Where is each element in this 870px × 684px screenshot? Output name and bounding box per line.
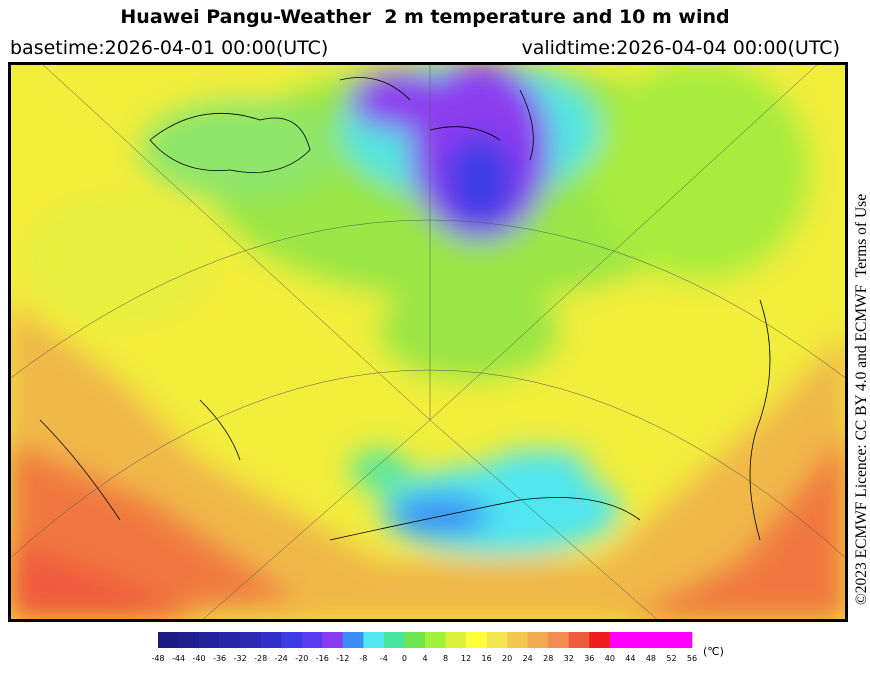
colorbar-segment: [240, 632, 261, 648]
colorbar-segment: [219, 632, 241, 648]
colorbar-tick-label: -24: [275, 654, 288, 663]
colorbar-segment: [589, 632, 611, 648]
colorbar-tick-label: 28: [543, 654, 553, 663]
colorbar-segment: [630, 632, 652, 648]
colorbar-tick-label: 56: [687, 654, 697, 663]
coastlines: [39, 77, 771, 541]
colorbar-segment: [527, 632, 549, 648]
colorbar-tick-label: 36: [584, 654, 594, 663]
colorbar-segment: [548, 632, 570, 648]
colorbar-tick-label: 24: [523, 654, 533, 663]
colorbar-segment: [425, 632, 446, 648]
colorbar-tick-label: 8: [443, 654, 448, 663]
colorbar-segment: [260, 632, 282, 648]
colorbar-tick-label: -28: [254, 654, 267, 663]
colorbar-segment: [178, 632, 200, 648]
colorbar-segment: [281, 632, 303, 648]
title: Huawei Pangu-Weather 2 m temperature and…: [120, 6, 729, 28]
colorbar-segment: [609, 632, 631, 648]
colorbar-segment: [507, 632, 528, 648]
colorbar-segment: [466, 632, 487, 648]
graticule: [8, 62, 848, 622]
colorbar-tick-label: -40: [193, 654, 206, 663]
colorbar-segment: [568, 632, 590, 648]
colorbar-segment: [650, 632, 672, 648]
colorbar-tick-label: 40: [605, 654, 615, 663]
colorbar: -48 -44 -40 -36 -32 -28 -24 -20 -16 -12 -8 -4 0 4 8 12 1…: [151, 632, 697, 663]
colorbar-tick-label: -36: [213, 654, 226, 663]
colorbar-segment: [301, 632, 323, 648]
licence: ©2023 ECMWF Licence: CC BY 4.0 and ECMWF…: [853, 194, 870, 605]
colorbar-tick-label: -16: [316, 654, 329, 663]
map: [8, 62, 848, 622]
validtime: validtime:2026-04-04 00:00(UTC): [521, 37, 840, 59]
colorbar-unit: (℃): [703, 645, 724, 658]
colorbar-segment: [158, 632, 179, 648]
colorbar-tick-label: -20: [295, 654, 308, 663]
colorbar-segment: [383, 632, 405, 648]
colorbar-tick-label: -8: [359, 654, 367, 663]
colorbar-segment: [322, 632, 344, 648]
colorbar-tick-label: -44: [172, 654, 185, 663]
colorbar-tick-label: 32: [564, 654, 574, 663]
basetime: basetime:2026-04-01 00:00(UTC): [10, 37, 328, 59]
colorbar-tick-label: 52: [666, 654, 676, 663]
colorbar-tick-label: -32: [234, 654, 247, 663]
colorbar-tick-label: 44: [625, 654, 635, 663]
colorbar-tick-label: 4: [422, 654, 427, 663]
colorbar-segment: [671, 632, 693, 648]
colorbar-tick-label: -4: [380, 654, 388, 663]
colorbar-segment: [199, 632, 220, 648]
colorbar-tick-label: 48: [646, 654, 656, 663]
colorbar-tick-label: -48: [151, 654, 164, 663]
colorbar-segment: [486, 632, 508, 648]
colorbar-segment: [404, 632, 426, 648]
colorbar-tick-label: 0: [402, 654, 407, 663]
colorbar-segment: [363, 632, 385, 648]
colorbar-tick-label: 20: [502, 654, 512, 663]
colorbar-segment: [342, 632, 364, 648]
map-frame: [8, 62, 848, 622]
colorbar-segment: [445, 632, 467, 648]
colorbar-tick-label: -12: [336, 654, 349, 663]
colorbar-tick-label: 12: [461, 654, 471, 663]
colorbar-tick-label: 16: [482, 654, 492, 663]
